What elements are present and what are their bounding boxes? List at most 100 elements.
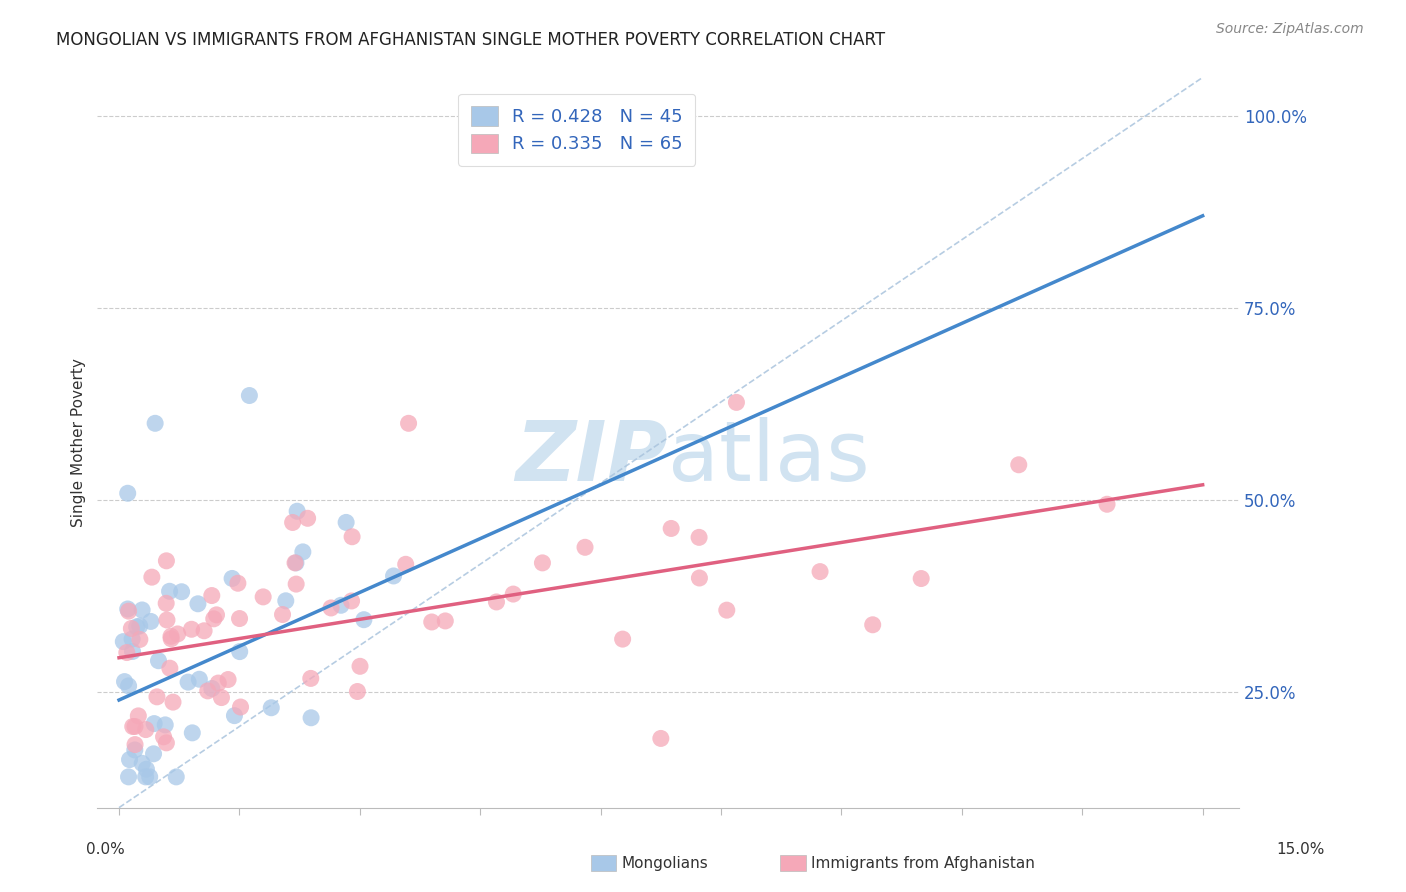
Point [285,504,308,518]
Point [166,627,188,641]
Point [156,613,179,627]
Text: MONGOLIAN VS IMMIGRANTS FROM AFGHANISTAN SINGLE MOTHER POVERTY CORRELATION CHART: MONGOLIAN VS IMMIGRANTS FROM AFGHANISTAN… [56,31,886,49]
Point [143,417,166,431]
Point [252,590,274,604]
Point [165,770,187,784]
Point [398,417,420,431]
Point [574,541,596,555]
Point [229,700,252,714]
Point [121,632,143,646]
Point [284,556,307,570]
Point [187,597,209,611]
Point [228,645,250,659]
Point [346,684,368,698]
Point [141,570,163,584]
Point [274,594,297,608]
Point [612,632,634,646]
Point [502,587,524,601]
Point [217,673,239,687]
Point [205,607,228,622]
Point [285,577,308,591]
Point [688,571,710,585]
Bar [591,855,616,871]
Point [725,395,748,409]
Point [128,632,150,647]
Point [146,690,169,704]
Point [330,599,353,613]
Point [340,530,363,544]
Text: Immigrants from Afghanistan: Immigrants from Afghanistan [811,856,1035,871]
Point [131,603,153,617]
Point [127,709,149,723]
Point [135,723,157,737]
Point [202,612,225,626]
Point [299,711,322,725]
Point [124,743,146,757]
Point [112,634,135,648]
Point [1008,458,1031,472]
Point [201,681,224,696]
Point [117,486,139,500]
Point [135,762,157,776]
Point [143,716,166,731]
Text: ZIP: ZIP [516,417,668,498]
Text: Mongolians: Mongolians [621,856,709,871]
Point [117,679,139,693]
Point [125,620,148,634]
Point [716,603,738,617]
Point [211,690,233,705]
Point [155,596,177,610]
Point [155,736,177,750]
Point [139,615,162,629]
Point [152,730,174,744]
Point [193,624,215,638]
Point [180,622,202,636]
Point [181,726,204,740]
Point [135,770,157,784]
Point [148,654,170,668]
Point [160,629,183,643]
Point [531,556,554,570]
Point [260,700,283,714]
Point [188,672,211,686]
Legend: R = 0.428   N = 45, R = 0.335   N = 65: R = 0.428 N = 45, R = 0.335 N = 65 [458,94,696,166]
Point [138,770,160,784]
Point [299,672,322,686]
Point [117,604,139,618]
Point [382,569,405,583]
Point [128,619,150,633]
Point [162,695,184,709]
Point [197,684,219,698]
Point [808,565,831,579]
Point [207,676,229,690]
Point [155,554,177,568]
Point [284,556,307,570]
Point [434,614,457,628]
Point [238,388,260,402]
Point [170,584,193,599]
Text: 15.0%: 15.0% [1277,842,1324,856]
Point [115,646,138,660]
Point [271,607,294,622]
Point [201,589,224,603]
Point [159,661,181,675]
Point [485,595,508,609]
Point [118,753,141,767]
Point [124,738,146,752]
Point [177,675,200,690]
Point [221,571,243,585]
Point [160,632,183,646]
Point [319,601,342,615]
Point [155,718,177,732]
Point [349,659,371,673]
Bar [780,855,806,871]
Point [124,719,146,733]
Text: Source: ZipAtlas.com: Source: ZipAtlas.com [1216,22,1364,37]
Point [1095,497,1118,511]
Point [117,602,139,616]
Point [395,558,418,572]
Point [121,644,143,658]
Point [281,516,304,530]
Point [420,615,443,629]
Point [131,756,153,771]
